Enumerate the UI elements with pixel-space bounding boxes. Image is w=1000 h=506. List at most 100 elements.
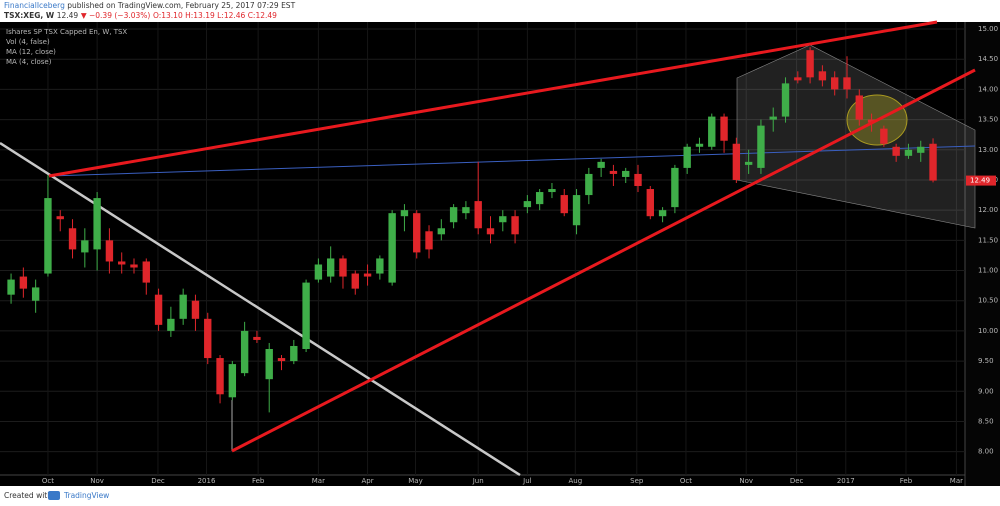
candle-body	[560, 195, 568, 214]
candle-body	[708, 116, 716, 147]
down-trendline	[0, 141, 521, 477]
candle-body	[68, 228, 77, 250]
x-tick-label: Dec	[790, 477, 804, 485]
change: ▼ −0.39 (−3.03%)	[81, 11, 151, 20]
last-price-tag	[966, 175, 996, 186]
y-tick-label: 8.50	[978, 417, 994, 425]
x-tick-label: Feb	[900, 477, 913, 485]
candle-body	[671, 167, 679, 208]
y-tick-label: 8.00	[978, 448, 994, 456]
candle-body	[44, 198, 52, 274]
candle-body	[204, 318, 212, 359]
x-tick-label: Feb	[252, 477, 265, 485]
x-tick-label: May	[408, 477, 422, 485]
last: 12.49	[57, 11, 79, 20]
y-tick-label: 14.00	[978, 85, 998, 93]
candle-body	[7, 279, 15, 295]
candle-body	[93, 198, 101, 250]
y-tick-label: 10.50	[978, 297, 998, 305]
published: published on TradingView.com, February 2…	[67, 1, 295, 10]
horizontal-trendline	[48, 145, 976, 177]
candle-body	[806, 50, 814, 78]
candle-body	[781, 83, 790, 117]
candle-body	[253, 336, 261, 340]
author[interactable]: FinancialIceberg	[4, 1, 65, 10]
quote-line: TSX:XEG, W 12.49 ▼ −0.39 (−3.03%) O:13.1…	[4, 11, 277, 20]
candle-body	[757, 125, 765, 168]
candle-body	[339, 258, 347, 277]
candle-body	[794, 77, 802, 81]
candle-body	[474, 201, 482, 229]
candle-body	[744, 161, 753, 165]
candle-body	[118, 261, 126, 265]
x-tick-label: Nov	[90, 477, 104, 485]
candle-body	[622, 170, 630, 177]
candle-body	[388, 213, 396, 283]
candle-body	[462, 207, 470, 214]
lower-trendline	[231, 68, 976, 453]
candle-body	[499, 216, 507, 223]
price-axis-background	[965, 22, 1000, 486]
x-tick-label: Dec	[151, 477, 165, 485]
candle-body	[585, 173, 593, 196]
candle-body	[302, 282, 310, 350]
axes: 8.00 8.50 9.00 9.50 10.00 10.50 11.00 11.50 12.0…	[42, 25, 998, 485]
legend-item: Ishares SP TSX Capped En, W, TSX	[6, 28, 127, 36]
y-tick-label: 14.50	[978, 55, 998, 63]
candle-body	[609, 170, 618, 174]
candle-body	[720, 116, 728, 141]
candle-body	[351, 273, 359, 289]
footer-logo	[48, 491, 60, 500]
candle-body	[892, 146, 900, 156]
symbol: TSX:XEG, W	[4, 11, 55, 20]
candle-body	[695, 143, 704, 147]
candle-body	[265, 349, 273, 380]
candle-body	[855, 95, 863, 120]
grid	[0, 22, 965, 475]
candle-body	[228, 364, 237, 398]
x-tick-label: Jun	[472, 477, 484, 485]
x-tick-label: Sep	[630, 477, 644, 485]
candles	[7, 47, 937, 413]
candle-body	[769, 116, 777, 120]
candle-body	[154, 294, 163, 325]
candle-body	[290, 345, 298, 362]
x-tick-label: Aug	[568, 477, 582, 485]
candle-body	[240, 330, 249, 374]
candle-body	[523, 201, 532, 208]
last-price-label: 12.49	[970, 177, 990, 185]
x-tick-label: 2017	[837, 477, 855, 485]
x-tick-label: Apr	[361, 477, 373, 485]
x-tick-label: Nov	[739, 477, 753, 485]
candle-body	[658, 210, 667, 217]
candle-body	[449, 207, 458, 223]
candle-body	[400, 210, 409, 217]
candle-body	[31, 287, 40, 301]
candle-body	[105, 240, 114, 262]
candle-body	[732, 143, 741, 180]
y-tick-label: 15.00	[978, 25, 998, 33]
y-tick-label: 10.00	[978, 327, 998, 335]
candle-body	[179, 294, 187, 319]
y-tick-label: 13.00	[978, 146, 998, 154]
chart-background	[0, 22, 1000, 486]
candle-body	[683, 146, 691, 168]
x-tick-label: Jul	[522, 477, 532, 485]
candle-body	[904, 149, 913, 156]
legend-item: MA (4, close)	[6, 58, 52, 66]
candle-body	[376, 258, 384, 274]
x-tick-label: Mar	[312, 477, 325, 485]
candle-body	[486, 228, 495, 235]
candle-body	[917, 146, 925, 153]
candle-body	[326, 258, 335, 277]
candle-body	[363, 273, 372, 277]
x-tick-label: Oct	[42, 477, 54, 485]
y-tick-label: 11.50	[978, 236, 998, 244]
footer-brand[interactable]: TradingView	[63, 491, 109, 500]
candle-body	[597, 161, 605, 168]
candle-body	[277, 358, 286, 362]
footer-created: Created with	[4, 491, 52, 500]
candle-body	[634, 173, 642, 187]
candle-body	[425, 231, 433, 250]
